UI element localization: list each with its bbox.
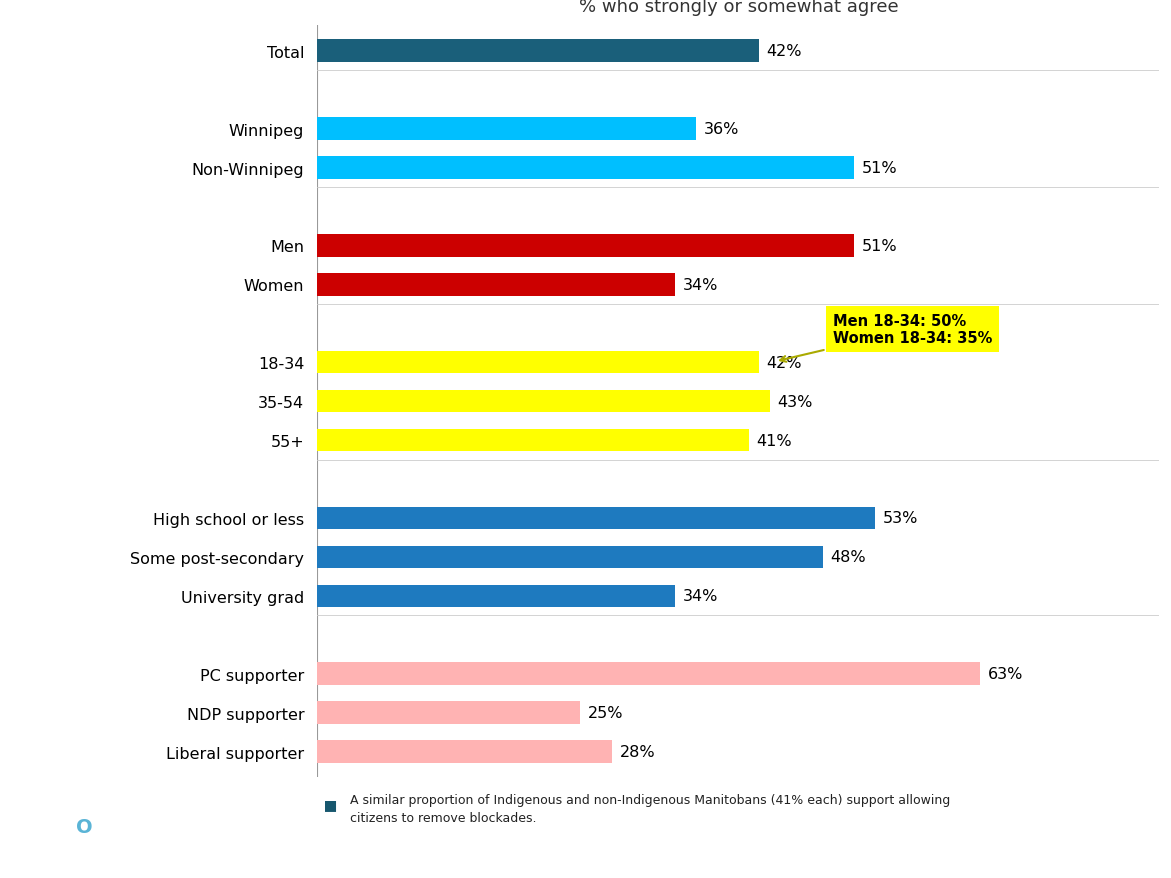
Bar [317,546,822,569]
Text: 34%: 34% [683,588,718,604]
Bar [317,740,612,763]
Text: RURAL
MANITOBANS,
MEN AND PC
SUPPORTERS
MORE LIKELY TO
SUPPORT
CITIZENS
REMOVING: RURAL MANITOBANS, MEN AND PC SUPPORTERS … [27,40,225,239]
Bar [317,40,759,63]
Title: % who strongly or somewhat agree: % who strongly or somewhat agree [578,0,898,17]
Bar [317,234,854,257]
Text: 43%: 43% [778,394,813,409]
Text: 28%: 28% [619,745,655,759]
Text: O: O [76,817,93,836]
Text: ▪: ▪ [323,795,338,815]
Text: 36%: 36% [704,122,739,137]
Bar [317,119,697,140]
Bar [317,351,759,374]
Bar [317,585,676,608]
Bar [317,157,854,180]
Text: A similar proportion of Indigenous and non-Indigenous Manitobans (41% each) supp: A similar proportion of Indigenous and n… [350,793,951,824]
Text: VIEWS AMONG SUB-
GROUPS: VIEWS AMONG SUB- GROUPS [27,417,225,457]
Text: 51%: 51% [862,239,897,254]
Text: PR: PR [27,817,56,836]
Text: 51%: 51% [862,161,897,176]
Bar [317,507,875,529]
Text: 42%: 42% [767,356,802,371]
Text: 53%: 53% [883,511,918,526]
Text: Men 18-34: 50%
Women 18-34: 35%: Men 18-34: 50% Women 18-34: 35% [780,313,992,363]
Bar [317,663,980,685]
Text: 34%: 34% [683,277,718,292]
Bar [317,702,581,724]
Text: 41%: 41% [756,433,792,448]
Text: 25%: 25% [588,705,623,720]
Text: 63%: 63% [988,666,1023,681]
Text: Base: All respondents (N=1,000): Base: All respondents (N=1,000) [27,724,245,738]
Bar [317,274,676,296]
Bar [317,429,748,452]
Text: BE RESEARCH INC.: BE RESEARCH INC. [103,817,307,836]
Text: 48%: 48% [830,550,865,565]
Text: WFP2c. “Please indicate whether
you agree or disagree with the
following stateme: WFP2c. “Please indicate whether you agre… [27,479,246,596]
Bar [317,391,769,413]
Text: 42%: 42% [767,44,802,59]
